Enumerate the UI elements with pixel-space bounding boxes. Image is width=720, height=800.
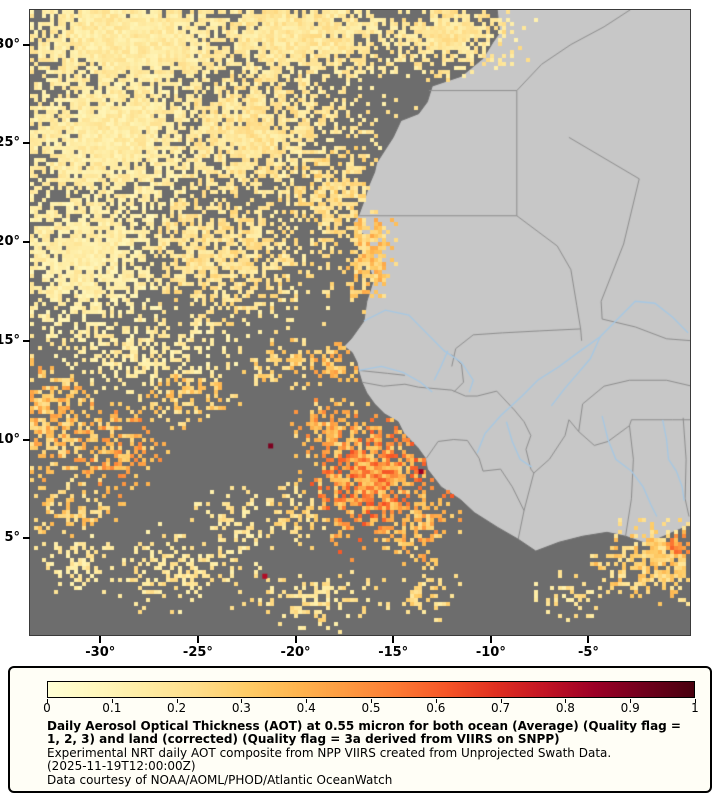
lon-tick-label: -10° (475, 645, 506, 660)
legend-line-courtesy: Data courtesy of NOAA/AOML/PHOD/Atlantic… (47, 772, 393, 787)
lon-tick-mark (489, 636, 492, 643)
colorbar-tick-mark (47, 699, 48, 703)
lat-tick-label: 15° (0, 332, 20, 348)
lon-tick-label: -25° (182, 645, 213, 660)
legend-captions: Daily Aerosol Optical Thickness (AOT) at… (47, 719, 698, 787)
lat-tick-mark (23, 43, 30, 46)
lon-tick-label: -5° (577, 645, 599, 660)
lon-tick-mark (294, 636, 297, 643)
lat-tick-label: 25° (0, 135, 20, 151)
lon-tick-label: -30° (85, 645, 116, 660)
lon-tick-mark (587, 636, 590, 643)
lon-tick-mark (392, 636, 395, 643)
colorbar-tick-label: 0.8 (555, 701, 575, 715)
colorbar-tick-label: 0.1 (102, 701, 122, 715)
lat-tick-mark (23, 537, 30, 540)
lon-tick-mark (196, 636, 199, 643)
lon-tick-mark (99, 636, 102, 643)
legend-line-experimental: Experimental NRT daily AOT composite fro… (47, 745, 612, 760)
lat-tick-mark (23, 241, 30, 244)
longitude-axis: -30° -25° -20° -15° -10° -5° (30, 636, 690, 666)
colorbar-tick-mark (630, 699, 632, 703)
lat-tick-label: 5° (4, 530, 20, 546)
colorbar-tick-label: 0.4 (296, 701, 316, 715)
aot-raster-map (29, 9, 691, 636)
lat-tick-mark (23, 438, 30, 441)
lat-tick-label: 20° (0, 234, 20, 250)
legend-box: 0 0.1 0.2 0.3 0.4 0.5 0.6 0.7 0.8 0.9 1 Daily Aero… (8, 666, 712, 793)
lat-tick-mark (23, 339, 30, 342)
colorbar-tick-mark (371, 699, 372, 703)
lon-tick-label: -20° (280, 645, 311, 660)
lon-tick-label: -15° (378, 645, 409, 660)
lat-tick-mark (23, 142, 30, 145)
colorbar-tick-mark (695, 699, 696, 703)
colorbar-tick-label: 0.2 (167, 701, 187, 715)
latitude-axis: 30° 25° 20° 15° 10° 5° (0, 10, 30, 635)
colorbar-tick-mark (500, 699, 502, 703)
colorbar-tick-label: 0.7 (491, 701, 511, 715)
colorbar-tick-mark (241, 699, 243, 703)
colorbar-tick-label: 0.5 (361, 701, 381, 715)
lat-tick-label: 10° (0, 431, 20, 447)
colorbar-tick-label: 0 (43, 701, 51, 715)
colorbar-tick-label: 1 (691, 701, 699, 715)
colorbar-tick-mark (176, 699, 178, 703)
colorbar-tick-mark (111, 699, 113, 703)
lat-tick-label: 30° (0, 36, 20, 52)
colorbar (47, 681, 695, 698)
colorbar-tick-mark (565, 699, 567, 703)
legend-line-timestamp: (2025-11-19T12:00:00Z) (47, 759, 196, 774)
colorbar-tick-label: 0.3 (231, 701, 251, 715)
colorbar-tick-mark (306, 699, 308, 703)
legend-title: Daily Aerosol Optical Thickness (AOT) at… (47, 719, 681, 747)
colorbar-tick-label: 0.9 (620, 701, 640, 715)
colorbar-tick-mark (435, 699, 437, 703)
colorbar-tick-label: 0.6 (426, 701, 446, 715)
